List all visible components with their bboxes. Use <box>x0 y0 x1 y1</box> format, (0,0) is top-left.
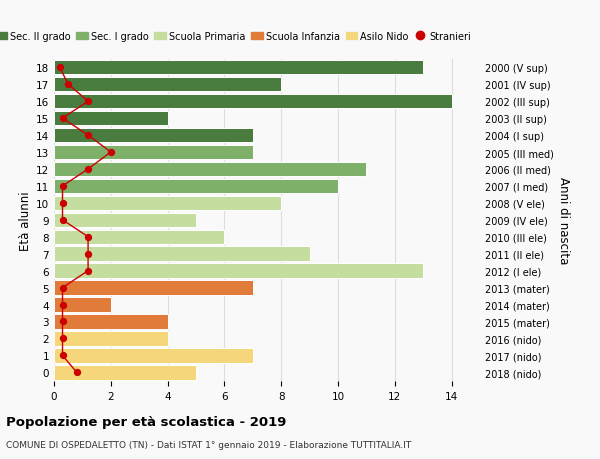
Point <box>83 132 93 140</box>
Y-axis label: Anni di nascita: Anni di nascita <box>557 177 571 264</box>
Point <box>83 166 93 173</box>
Bar <box>54 264 423 278</box>
Bar <box>54 298 111 312</box>
Bar <box>54 196 281 211</box>
Bar <box>54 179 338 194</box>
Bar <box>54 365 196 380</box>
Point <box>55 64 64 72</box>
Point <box>64 81 73 89</box>
Point <box>58 352 67 359</box>
Bar <box>54 230 224 244</box>
Bar <box>54 162 367 177</box>
Bar <box>54 281 253 295</box>
Point <box>58 115 67 123</box>
Bar <box>54 213 196 228</box>
Bar <box>54 247 310 261</box>
Bar <box>54 331 167 346</box>
Point <box>83 98 93 106</box>
Point <box>58 318 67 325</box>
Point <box>58 301 67 308</box>
Bar <box>54 61 423 75</box>
Bar <box>54 78 281 92</box>
Point <box>58 335 67 342</box>
Point <box>83 268 93 275</box>
Point <box>83 234 93 241</box>
Point <box>58 284 67 291</box>
Text: Popolazione per età scolastica - 2019: Popolazione per età scolastica - 2019 <box>6 415 286 428</box>
Point <box>106 149 116 157</box>
Bar <box>54 348 253 363</box>
Point <box>58 183 67 190</box>
Legend: Sec. II grado, Sec. I grado, Scuola Primaria, Scuola Infanzia, Asilo Nido, Stran: Sec. II grado, Sec. I grado, Scuola Prim… <box>0 28 475 45</box>
Bar <box>54 95 452 109</box>
Point <box>83 251 93 258</box>
Text: COMUNE DI OSPEDALETTO (TN) - Dati ISTAT 1° gennaio 2019 - Elaborazione TUTTITALI: COMUNE DI OSPEDALETTO (TN) - Dati ISTAT … <box>6 440 411 449</box>
Point <box>58 200 67 207</box>
Y-axis label: Età alunni: Età alunni <box>19 190 32 250</box>
Bar <box>54 146 253 160</box>
Bar <box>54 314 167 329</box>
Bar <box>54 129 253 143</box>
Bar <box>54 112 167 126</box>
Point <box>58 217 67 224</box>
Point <box>72 369 82 376</box>
